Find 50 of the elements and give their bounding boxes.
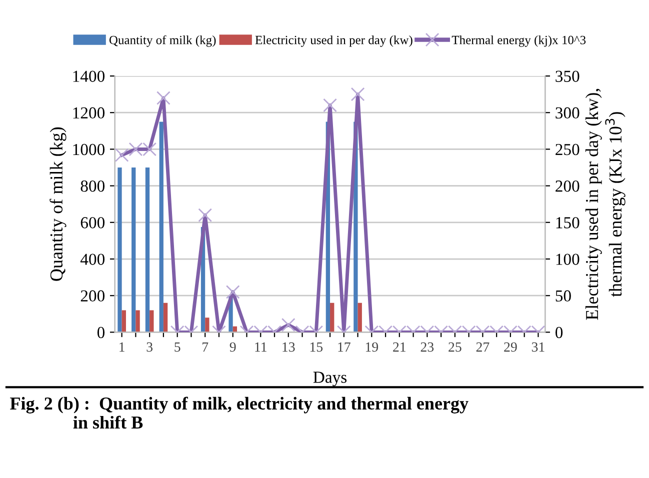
y2-tick-label: 100 xyxy=(556,254,580,265)
y2-tick-label: 300 xyxy=(556,107,580,119)
x-tick-label: 19 xyxy=(366,342,378,352)
y2-tick-label: 50 xyxy=(556,290,571,302)
x-tick-label: 17 xyxy=(338,342,350,352)
y-tick-label: 800 xyxy=(80,180,105,192)
x-tick-label: 1 xyxy=(120,342,124,352)
x-tick-label: 15 xyxy=(310,342,323,352)
bar xyxy=(122,310,126,332)
x-tick-label: 29 xyxy=(504,342,517,352)
x-tick-label: 3 xyxy=(146,342,153,352)
caption: Fig. 2 (b) : Quantity of milk, electricity and thermal energy in shift B xyxy=(10,396,468,429)
y-tick-label: 200 xyxy=(80,290,105,302)
x-tick-label: 31 xyxy=(532,342,544,352)
bar xyxy=(136,310,140,332)
bar xyxy=(205,318,210,332)
legend-label: Quantity of milk (kg) xyxy=(109,35,216,47)
y-axis-title: Quantity of milk (kg) xyxy=(50,127,66,281)
x-tick-label: 23 xyxy=(420,342,434,352)
bar xyxy=(132,168,136,332)
y2-tick-label: 0 xyxy=(556,326,563,338)
y-tick-label: 1000 xyxy=(73,144,105,156)
x-tick-label: 27 xyxy=(476,342,490,352)
y2-tick-label: 150 xyxy=(556,217,580,228)
bar xyxy=(118,168,122,332)
y-tick-label: 1200 xyxy=(73,107,105,119)
legend-label: Electricity used in per day (kw) xyxy=(255,35,412,47)
bar xyxy=(358,302,362,332)
y-tick-label: 1400 xyxy=(73,70,105,82)
x-axis-title: Days xyxy=(313,372,347,386)
x-tick-label: 11 xyxy=(255,342,266,352)
y-tick-label: 600 xyxy=(80,217,105,228)
x-tick-label: 25 xyxy=(448,342,462,352)
x-tick-label: 7 xyxy=(202,342,208,352)
bar xyxy=(330,302,334,332)
y-tick-label: 400 xyxy=(80,254,105,265)
x-tick-label: 5 xyxy=(174,342,180,352)
y-tick-label: 0 xyxy=(97,326,105,338)
y2-axis-title: Electricity used in per day (kw), thermal energy (KJx 10$^{3}$) xyxy=(585,88,626,320)
x-tick-label: 13 xyxy=(282,342,295,352)
x-tick-label: 9 xyxy=(230,342,236,352)
y2-tick-label: 350 xyxy=(556,70,580,82)
x-tick-label: 21 xyxy=(393,342,406,352)
y2-tick-label: 200 xyxy=(556,180,580,192)
bar xyxy=(159,122,164,332)
y2-tick-label: 250 xyxy=(556,144,580,156)
bar xyxy=(150,310,154,332)
bar xyxy=(145,168,150,332)
bar xyxy=(163,302,168,332)
legend-label: Thermal energy (kj)x 10^3 xyxy=(452,35,586,47)
